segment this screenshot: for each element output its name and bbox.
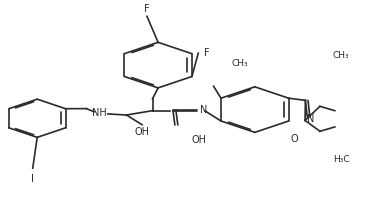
Text: I: I xyxy=(31,174,34,184)
Text: F: F xyxy=(144,4,150,14)
Text: N: N xyxy=(307,114,314,124)
Text: NH: NH xyxy=(92,108,107,118)
Text: OH: OH xyxy=(135,127,150,137)
Text: O: O xyxy=(290,134,298,144)
Text: CH₃: CH₃ xyxy=(333,51,350,60)
Text: CH₃: CH₃ xyxy=(232,59,248,68)
Text: N: N xyxy=(200,105,208,115)
Text: F: F xyxy=(204,48,209,58)
Text: OH: OH xyxy=(192,135,206,145)
Text: H₃C: H₃C xyxy=(333,155,350,164)
